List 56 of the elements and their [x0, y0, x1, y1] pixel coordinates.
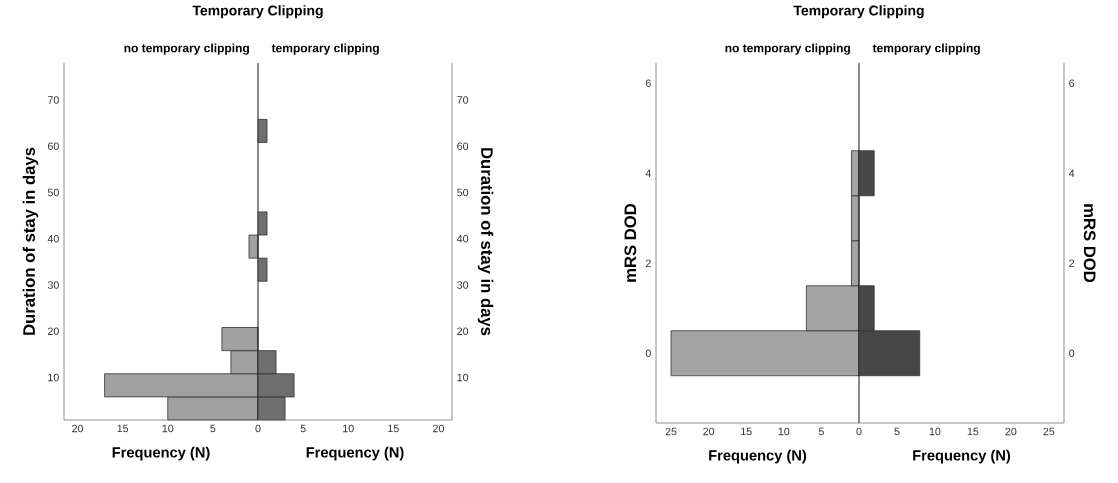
y-tick-label: 0	[645, 349, 651, 358]
y-tick-label: 60	[47, 142, 59, 151]
x-tick-label: 5	[894, 427, 900, 436]
y-tick-label: 6	[645, 79, 651, 88]
y-tick-label: 70	[47, 96, 59, 104]
y-tick-label: 0	[1069, 349, 1075, 358]
x-tick-label: 20	[72, 424, 84, 433]
x-tick-label: 5	[210, 424, 216, 433]
x-tick-label: 10	[343, 424, 354, 433]
y-tick-label: 2	[1069, 259, 1075, 267]
x-tick-label: 25	[1043, 427, 1055, 436]
y-tick-label: 70	[457, 96, 469, 104]
x-tick-label: 20	[1005, 427, 1017, 436]
x-tick-label: 0	[856, 427, 862, 436]
chart-subtitle: no temporary clipping	[124, 43, 249, 55]
x-axis-title: Frequency (N)	[306, 446, 404, 461]
y-tick-label: 10	[48, 373, 59, 382]
x-tick-label: 25	[665, 427, 677, 436]
x-tick-label: 5	[300, 424, 306, 433]
y-tick-label: 40	[456, 234, 469, 243]
y-tick-label: 30	[457, 281, 469, 289]
y-tick-label: 40	[47, 234, 59, 243]
y-axis-title: Duration of stay in days	[477, 148, 494, 336]
y-tick-label: 60	[457, 142, 469, 151]
x-tick-label: 10	[778, 427, 790, 436]
chart-title: Temporary Clipping	[192, 5, 323, 19]
chart-title: Temporary Clipping	[793, 5, 924, 19]
y-axis-title: mRS DOD	[1083, 204, 1096, 283]
y-tick-label: 10	[457, 373, 469, 382]
x-axis-title: Frequency (N)	[112, 446, 210, 461]
x-axis-title: Frequency (N)	[709, 449, 807, 464]
x-axis-title: Frequency (N)	[913, 449, 1011, 464]
x-tick-label: 20	[433, 424, 444, 433]
x-tick-label: 15	[741, 427, 752, 436]
y-tick-label: 4	[1068, 169, 1075, 177]
x-tick-label: 15	[117, 424, 129, 433]
y-tick-label: 50	[457, 188, 469, 197]
x-tick-label: 15	[388, 424, 399, 433]
y-tick-label: 30	[47, 281, 59, 289]
x-tick-label: 10	[162, 424, 174, 433]
chart-subtitle: temporary clipping	[872, 43, 980, 55]
x-tick-label: 20	[703, 427, 715, 436]
x-tick-label: 0	[255, 424, 261, 433]
y-tick-label: 50	[47, 188, 59, 197]
x-tick-label: 15	[967, 427, 979, 436]
x-tick-label: 10	[929, 427, 941, 436]
chart-subtitle: temporary clipping	[271, 43, 379, 55]
y-tick-label: 2	[645, 259, 651, 267]
y-tick-label: 6	[1069, 79, 1075, 88]
y-tick-label: 20	[457, 327, 469, 335]
x-tick-label: 5	[818, 427, 824, 436]
chart-subtitle: no temporary clipping	[725, 43, 850, 55]
y-tick-label: 4	[645, 169, 651, 177]
y-axis-title: mRS DOD	[624, 203, 637, 282]
y-tick-label: 20	[47, 327, 59, 335]
y-axis-title: Duration of stay in days	[22, 147, 39, 335]
